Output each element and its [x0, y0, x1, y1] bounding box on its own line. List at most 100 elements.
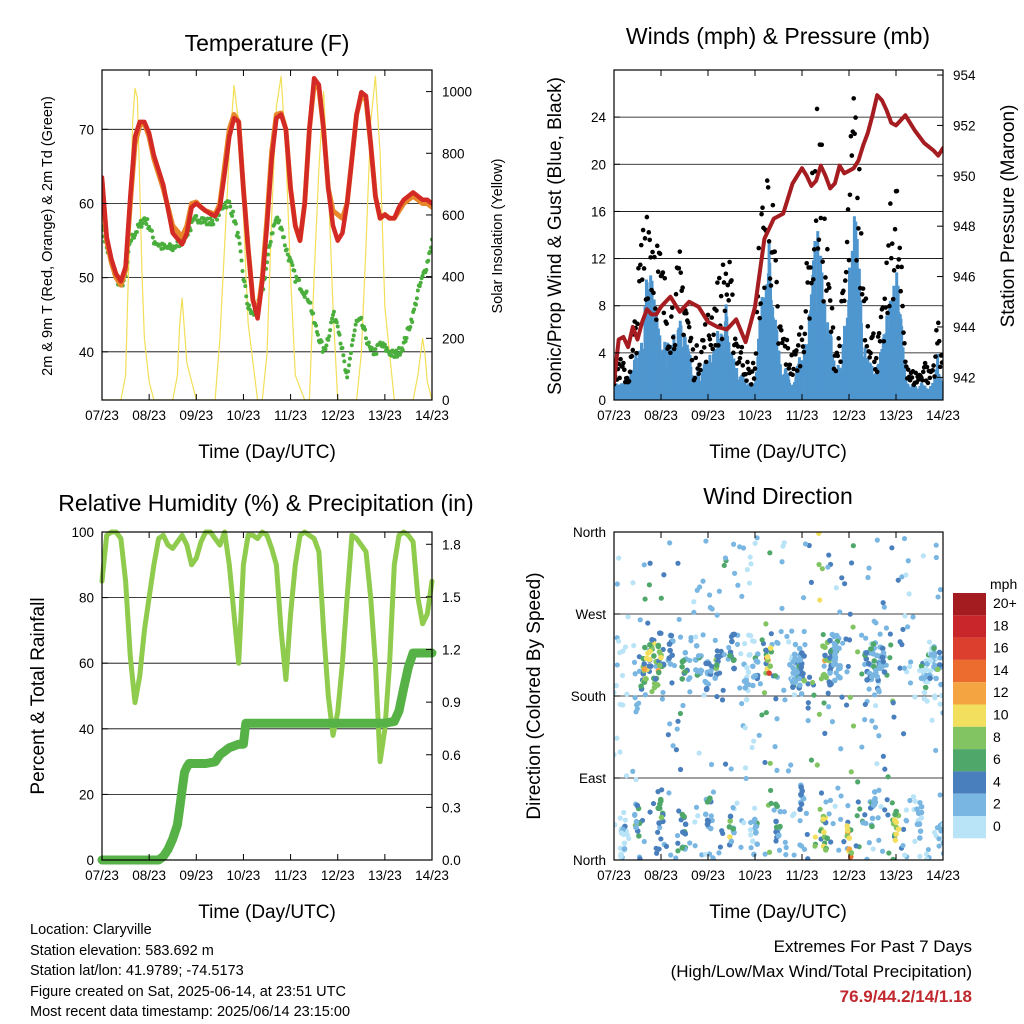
direction-point — [717, 844, 724, 850]
dewpoint-point — [324, 343, 329, 348]
location-text: Location: Claryville — [30, 922, 152, 938]
direction-point — [730, 826, 736, 832]
y-tick-label: 4 — [598, 346, 606, 361]
colorbar-label: 14 — [993, 662, 1009, 678]
direction-point — [808, 579, 814, 585]
gust-point — [841, 288, 846, 294]
direction-point — [920, 553, 926, 559]
direction-point — [636, 833, 642, 839]
gust-point — [653, 306, 658, 311]
direction-point — [801, 628, 807, 635]
direction-point — [667, 721, 673, 727]
direction-point — [720, 830, 726, 837]
gust-point — [705, 312, 711, 318]
direction-point — [832, 661, 839, 667]
direction-point — [663, 843, 670, 849]
direction-point — [844, 827, 851, 834]
direction-point — [716, 588, 722, 594]
gust-point — [654, 243, 660, 249]
gust-point — [855, 195, 860, 201]
direction-point — [646, 656, 653, 663]
direction-point — [832, 803, 838, 809]
direction-point — [620, 702, 626, 708]
direction-point — [741, 820, 747, 826]
direction-point — [802, 541, 809, 547]
gust-point — [854, 258, 859, 263]
direction-point — [657, 825, 663, 831]
direction-point — [805, 700, 811, 706]
direction-point — [751, 738, 757, 744]
dewpoint-point — [414, 296, 419, 301]
gust-point — [848, 133, 854, 139]
direction-point — [647, 560, 653, 566]
gust-point — [909, 375, 915, 380]
x-tick-label: 14/23 — [926, 868, 960, 883]
dewpoint-point — [338, 341, 343, 346]
direction-point — [679, 845, 686, 851]
colorbar-label: 16 — [993, 640, 1009, 656]
y-tick-label: 60 — [79, 196, 94, 211]
plot-frame — [101, 69, 433, 401]
direction-point — [838, 793, 844, 799]
direction-point — [890, 700, 896, 706]
gust-point — [924, 364, 930, 370]
dewpoint-point — [347, 363, 352, 368]
direction-point — [656, 662, 663, 669]
gust-point — [939, 360, 943, 365]
y-tick-right-label: 400 — [442, 270, 465, 285]
direction-point — [901, 535, 908, 542]
direction-point — [774, 767, 780, 773]
x-tick-label: 10/23 — [738, 408, 772, 423]
direction-point — [895, 577, 901, 583]
direction-point — [675, 560, 681, 566]
direction-point — [682, 821, 689, 828]
direction-point — [649, 688, 655, 695]
temp-ylabel-right: Solar Insolation (Yellow) — [490, 158, 506, 313]
gust-point — [903, 359, 908, 365]
direction-point — [699, 852, 705, 858]
dewpoint-point — [215, 217, 220, 222]
rh-ylabel: Percent & Total Rainfall — [28, 597, 49, 794]
gust-point — [738, 350, 744, 355]
direction-point — [907, 664, 913, 670]
direction-point — [708, 761, 715, 768]
gust-point — [897, 245, 903, 251]
y-tick-label: 100 — [71, 525, 94, 540]
dewpoint-point — [314, 323, 319, 328]
direction-point — [714, 612, 720, 618]
gust-point — [878, 314, 884, 320]
direction-point — [842, 581, 848, 587]
gust-point — [746, 366, 751, 372]
gust-point — [774, 279, 779, 285]
direction-point — [845, 803, 851, 809]
x-tick-label: 08/23 — [644, 408, 678, 423]
direction-point — [821, 829, 827, 835]
y-tick-label: 60 — [79, 656, 94, 671]
x-tick-label: 07/23 — [85, 868, 119, 883]
dewpoint-point — [230, 213, 235, 218]
gust-point — [767, 276, 773, 281]
dewpoint-point — [272, 222, 277, 227]
dewpoint-point — [429, 245, 432, 250]
direction-point — [821, 700, 827, 706]
direction-point — [892, 837, 899, 843]
dewpoint-point — [280, 227, 285, 232]
direction-point — [937, 701, 943, 707]
gust-point — [715, 280, 720, 285]
y-tick-right-label: 1000 — [442, 85, 472, 100]
gust-point — [888, 201, 893, 206]
colorbar-swatch — [953, 682, 986, 705]
gust-point — [768, 283, 774, 288]
direction-point — [897, 665, 903, 671]
gust-point — [703, 359, 709, 365]
direction-point — [814, 762, 820, 768]
dewpoint-point — [350, 337, 355, 342]
direction-point — [866, 686, 872, 692]
direction-point — [633, 709, 639, 715]
direction-point — [673, 747, 679, 753]
direction-point — [903, 817, 909, 823]
direction-point — [631, 659, 638, 665]
gust-point — [795, 343, 801, 348]
gust-point — [617, 375, 622, 381]
